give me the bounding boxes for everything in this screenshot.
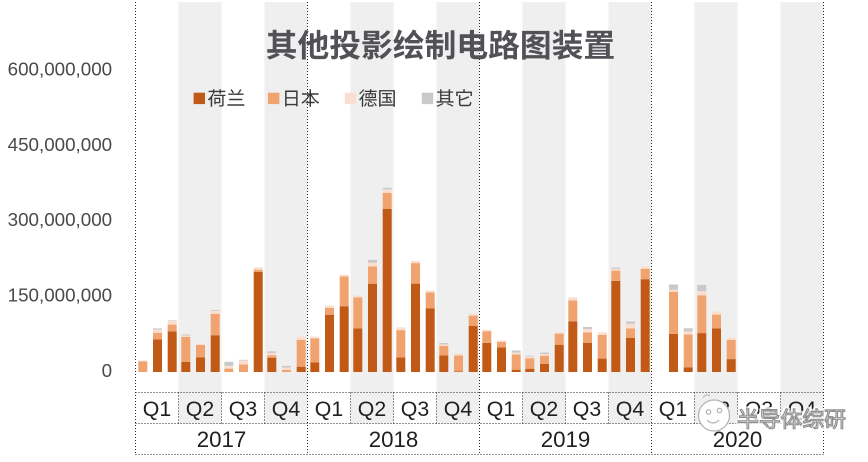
svg-text:0: 0	[102, 360, 112, 381]
svg-text:150,000,000: 150,000,000	[8, 285, 112, 306]
svg-text:2017: 2017	[197, 427, 247, 452]
svg-text:Q2: Q2	[530, 397, 558, 421]
svg-text:Q1: Q1	[315, 397, 343, 421]
svg-text:Q4: Q4	[444, 397, 473, 421]
svg-text:300,000,000: 300,000,000	[8, 209, 112, 230]
svg-text:Q2: Q2	[186, 397, 214, 421]
svg-text:2019: 2019	[541, 427, 591, 452]
svg-text:450,000,000: 450,000,000	[8, 134, 112, 155]
svg-text:2018: 2018	[369, 427, 419, 452]
svg-text:Q1: Q1	[143, 397, 171, 421]
svg-text:Q1: Q1	[487, 397, 515, 421]
svg-text:Q1: Q1	[659, 397, 687, 421]
svg-text:Q2: Q2	[358, 397, 386, 421]
svg-text:Q4: Q4	[272, 397, 301, 421]
svg-text:Q3: Q3	[573, 397, 601, 421]
svg-text:Q4: Q4	[616, 397, 645, 421]
svg-text:600,000,000: 600,000,000	[8, 58, 112, 79]
svg-text:2020: 2020	[713, 427, 763, 452]
svg-text:Q3: Q3	[229, 397, 257, 421]
svg-text:Q3: Q3	[401, 397, 429, 421]
